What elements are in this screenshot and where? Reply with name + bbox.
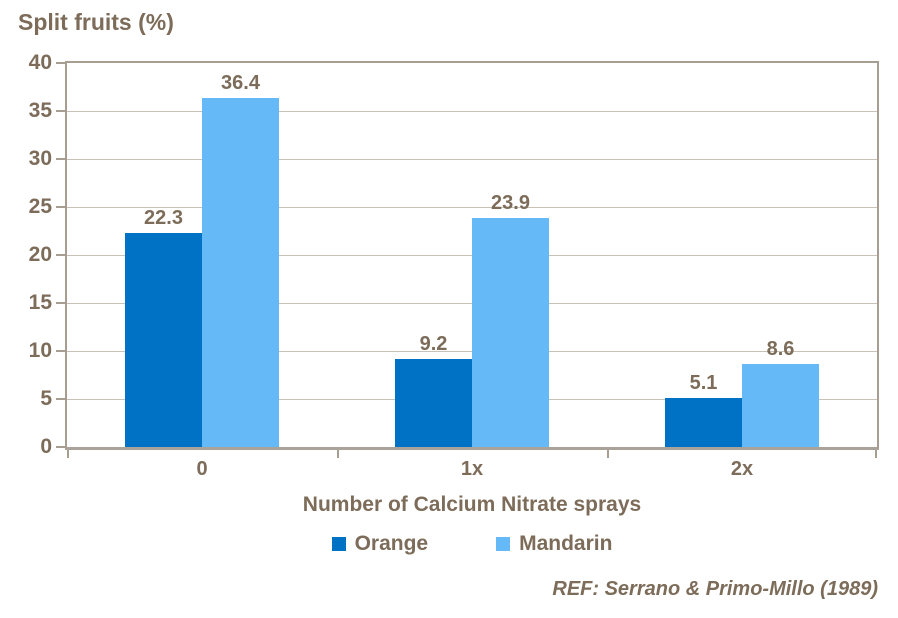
y-tick xyxy=(56,398,65,400)
y-tick-label: 35 xyxy=(28,99,52,122)
bar-mandarin-1x: 23.9 xyxy=(472,192,549,447)
y-tick-label: 25 xyxy=(28,195,52,218)
bar-mandarin-0: 36.4 xyxy=(202,72,279,447)
legend-swatch-orange xyxy=(331,537,346,551)
bar-orange-1x: 9.2 xyxy=(395,333,472,447)
y-axis: 40 35 30 25 20 15 10 5 0 xyxy=(0,51,52,458)
y-tick-label: 30 xyxy=(28,147,52,170)
bar-value-label: 9.2 xyxy=(419,332,448,355)
bar-value-label: 8.6 xyxy=(766,338,795,361)
bar-orange-0: 22.3 xyxy=(125,207,202,447)
legend-label-orange: Orange xyxy=(354,532,429,555)
gridline xyxy=(67,111,877,112)
reference-note: REF: Serrano & Primo-Millo (1989) xyxy=(552,578,878,600)
plot-area: 22.3 36.4 9.2 23.9 5.1 8.6 xyxy=(56,61,879,458)
y-tick-label: 40 xyxy=(28,51,52,74)
bar-value-label: 23.9 xyxy=(491,191,530,214)
x-tick xyxy=(875,450,877,458)
x-axis-title: Number of Calcium Nitrate sprays xyxy=(302,493,642,516)
legend-item-orange: Orange xyxy=(331,532,429,556)
y-tick-label: 0 xyxy=(40,435,52,458)
x-tick xyxy=(337,450,339,458)
x-tick xyxy=(607,450,609,458)
x-category-label: 1x xyxy=(460,458,484,480)
y-tick xyxy=(56,302,65,304)
gridline xyxy=(67,207,877,208)
x-category-label: 0 xyxy=(196,458,208,480)
x-category-label: 2x xyxy=(730,458,754,480)
chart-title: Split fruits (%) xyxy=(18,9,174,35)
y-tick-label: 15 xyxy=(28,291,52,314)
bar-value-label: 5.1 xyxy=(689,372,718,395)
x-axis: 0 1x 2x xyxy=(67,458,877,481)
bar-value-label: 22.3 xyxy=(144,206,183,229)
y-tick xyxy=(56,350,65,352)
y-tick-label: 20 xyxy=(28,243,52,266)
y-tick xyxy=(56,110,65,112)
y-tick xyxy=(56,254,65,256)
legend-swatch-mandarin xyxy=(496,537,511,551)
x-tick xyxy=(67,450,69,458)
gridline xyxy=(67,159,877,160)
y-tick xyxy=(56,206,65,208)
legend-label-mandarin: Mandarin xyxy=(519,532,613,555)
y-tick xyxy=(56,446,65,448)
bar-mandarin-2x: 8.6 xyxy=(742,338,819,447)
legend: Orange Mandarin xyxy=(67,532,877,556)
legend-item-mandarin: Mandarin xyxy=(496,532,612,556)
y-tick-label: 5 xyxy=(40,387,52,410)
bar-value-label: 36.4 xyxy=(221,71,260,94)
bar-orange-2x: 5.1 xyxy=(665,372,742,447)
y-tick-label: 10 xyxy=(28,339,52,362)
y-tick xyxy=(56,62,65,64)
y-tick xyxy=(56,158,65,160)
